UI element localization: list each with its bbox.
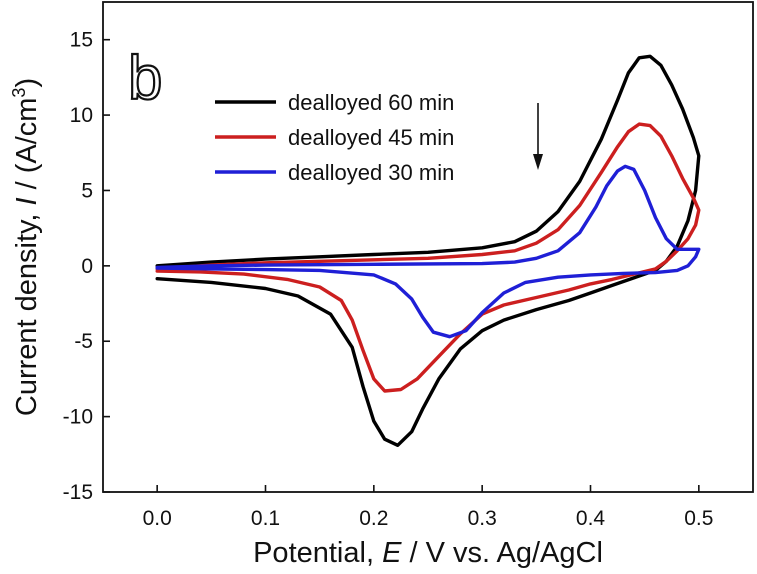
x-tick-label: 0.0 (143, 507, 172, 530)
legend-label: dealloyed 30 min (288, 160, 454, 185)
x-axis-title: Potential, E / V vs. Ag/AgCl (253, 537, 603, 569)
x-tick-label: 0.1 (251, 507, 280, 530)
legend-label: dealloyed 60 min (288, 90, 454, 115)
x-tick-label: 0.2 (359, 507, 388, 530)
legend-label: dealloyed 45 min (288, 125, 454, 150)
x-tick-label: 0.5 (684, 507, 713, 530)
plot-area (102, 1, 754, 493)
y-tick-label: -5 (74, 330, 93, 353)
y-axis-title: Current density, I / (A/cm3) (9, 78, 43, 416)
y-tick-label: -15 (63, 481, 93, 504)
y-tick-label: 5 (81, 179, 93, 202)
y-tick-label: 0 (81, 255, 93, 278)
legend: dealloyed 60 min dealloyed 45 min dealloye… (215, 90, 454, 185)
series-line-1 (155, 54, 701, 447)
x-tick-label: 0.4 (576, 507, 606, 530)
y-tick-label: -10 (63, 406, 93, 429)
y-tick-label: 15 (70, 29, 93, 52)
trend-arrow (533, 103, 543, 170)
axes-layer: 0.0 0.1 0.2 0.3 0.4 0.5 -15 -10 -5 0 5 10 15 (63, 29, 714, 530)
trend-arrow-head (533, 154, 543, 170)
series-layer (155, 54, 701, 447)
panel-label: b (128, 44, 162, 113)
plot-frame (102, 1, 754, 493)
x-tick-label: 0.3 (468, 507, 497, 530)
series-line-3 (155, 164, 701, 339)
y-tick-label: 10 (70, 104, 93, 127)
